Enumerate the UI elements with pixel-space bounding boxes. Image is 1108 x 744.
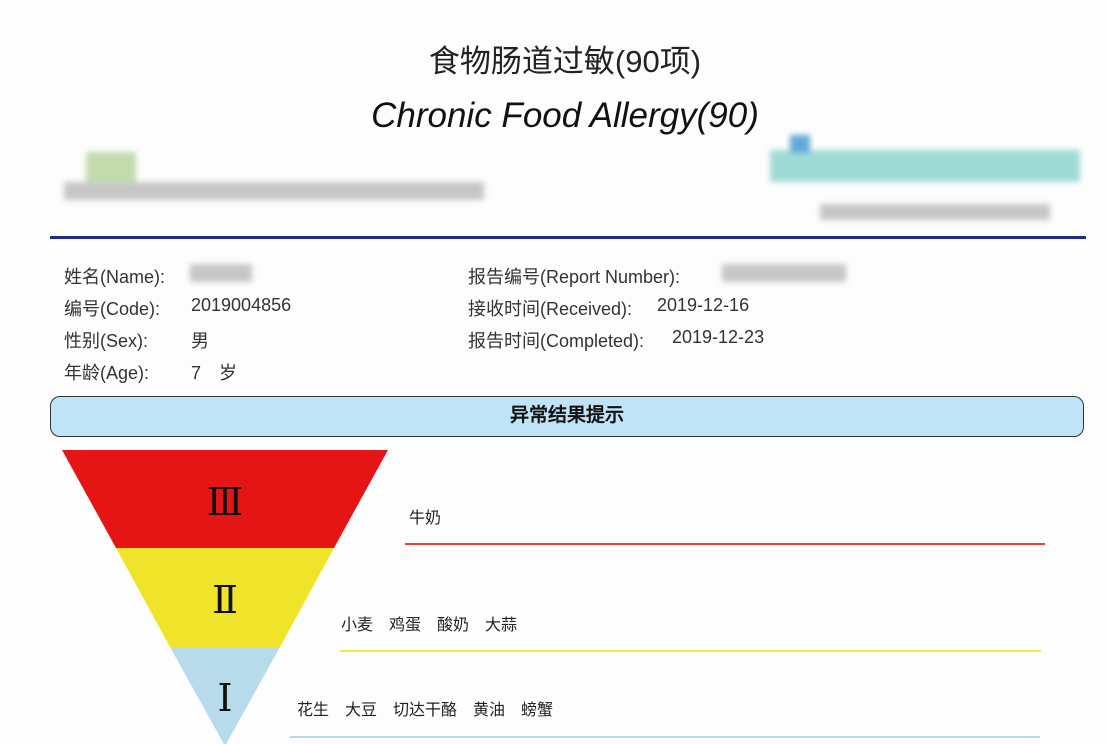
level-2-band: [116, 548, 334, 647]
level-3-line: [405, 543, 1045, 545]
level-3-label: Ⅲ: [206, 482, 244, 524]
report-number-label: 报告编号(Report Number):: [468, 267, 681, 287]
received-label: 接收时间(Received):: [468, 299, 633, 319]
completed-label: 报告时间(Completed):: [468, 331, 645, 351]
received-value: 2019-12-16: [657, 295, 750, 315]
age-label: 年龄(Age):: [64, 363, 150, 383]
report-title-chinese: 食物肠道过敏(90项): [428, 44, 702, 79]
abnormal-results-banner: 异常结果提示: [50, 396, 1084, 437]
code-label: 编号(Code):: [64, 299, 161, 319]
level-3-band: [62, 450, 388, 548]
redacted-report-number: [722, 264, 846, 282]
header-divider: [50, 236, 1086, 239]
level-2-label: Ⅱ: [212, 580, 238, 622]
report-title-english: Chronic Food Allergy(90): [371, 96, 759, 135]
level-2-line: [340, 650, 1041, 652]
completed-value: 2019-12-23: [672, 327, 765, 347]
redacted-name: [190, 264, 252, 282]
level-1-foods: 花生 大豆 切达干酪 黄油 螃蟹: [297, 702, 554, 719]
sex-label: 性别(Sex):: [64, 331, 149, 351]
sex-value: 男: [191, 331, 209, 351]
level-1-label: Ⅰ: [217, 678, 233, 720]
level-1-band: [170, 647, 280, 744]
level-1-line: [290, 736, 1040, 738]
level-3-foods: 牛奶: [409, 510, 442, 527]
level-2-foods: 小麦 鸡蛋 酸奶 大蒜: [341, 617, 518, 634]
age-value: 7 岁: [191, 363, 238, 383]
name-label: 姓名(Name):: [64, 267, 166, 287]
code-value: 2019004856: [191, 295, 292, 315]
